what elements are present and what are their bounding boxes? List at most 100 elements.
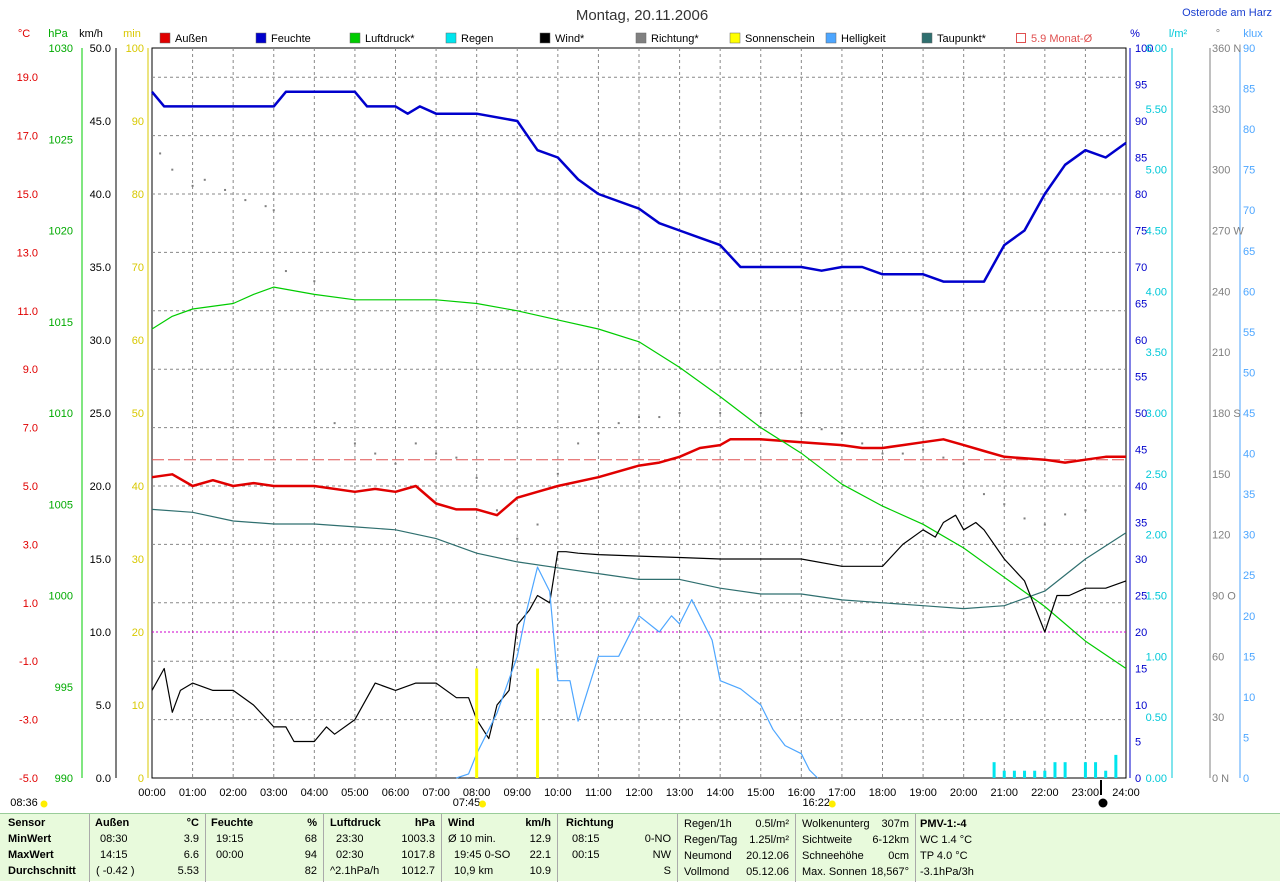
stats-luftdruck: Luftdruck hPa 23:30 1003.3 02:30 1017.8 …	[324, 814, 442, 882]
moon-time-label: 08:36	[10, 797, 38, 809]
temp-unit-label: °C	[18, 28, 30, 40]
legend-label: Helligkeit	[841, 33, 886, 45]
sunshine-bar	[475, 668, 479, 778]
lux-tick-label: 15	[1243, 651, 1255, 663]
legend-swatch	[921, 32, 933, 44]
legend-swatch	[1016, 33, 1026, 43]
direction-point	[962, 462, 965, 465]
rain-bar	[992, 762, 996, 778]
stats-richtung-header: Richtung	[566, 817, 614, 829]
direction-tick-label: 180 S	[1212, 408, 1241, 420]
wind-tick-label: 40.0	[90, 189, 111, 201]
stats-vollmond-value: 05.12.06	[746, 866, 789, 878]
lux-tick-label: 70	[1243, 205, 1255, 217]
humidity-tick-label: 80	[1135, 189, 1147, 201]
stats-aussen-avg-value: 5.53	[177, 865, 199, 877]
sun-events: 08:36 07:45 16:22	[10, 780, 1108, 809]
moon-marker	[40, 800, 48, 808]
direction-point	[881, 452, 884, 455]
direction-point	[374, 452, 377, 455]
time-tick-label: 18:00	[869, 787, 897, 799]
series-line-außen	[151, 438, 1126, 517]
stats-wolken-label: Wolkenunterg	[802, 818, 870, 830]
lux-tick-label: 0	[1243, 773, 1249, 785]
lux-tick-label: 30	[1243, 530, 1255, 542]
pressure-tick-label: 1025	[49, 134, 73, 146]
direction-point	[1023, 517, 1026, 520]
lux-tick-label: 5	[1243, 732, 1249, 744]
lux-tick-label: 85	[1243, 84, 1255, 96]
lux-tick-label: 65	[1243, 246, 1255, 258]
direction-point	[942, 456, 945, 459]
direction-point	[272, 209, 275, 212]
humidity-tick-label: 70	[1135, 262, 1147, 274]
time-tick-label: 15:00	[747, 787, 775, 799]
humidity-tick-label: 10	[1135, 700, 1147, 712]
direction-tick-label: 150	[1212, 469, 1230, 481]
sunset-marker	[828, 800, 836, 808]
humidity-tick-label: 55	[1135, 372, 1147, 384]
sunrise-marker	[479, 800, 487, 808]
direction-point	[313, 280, 316, 283]
direction-point	[475, 476, 478, 479]
direction-tick-label: 60	[1212, 651, 1224, 663]
rain-bar	[1053, 762, 1057, 778]
direction-point	[759, 412, 762, 414]
stats-neumond-value: 20.12.06	[746, 850, 789, 862]
stats-sensor-max: MaxWert	[8, 849, 54, 861]
humidity-tick-label: 20	[1135, 627, 1147, 639]
lux-tick-label: 40	[1243, 449, 1255, 461]
direction-point	[224, 188, 227, 191]
rain-tick-label: 4.00	[1146, 286, 1167, 298]
stats-feuchte: Feuchte % 19:15 68 00:00 94 82	[206, 814, 324, 882]
rain-tick-label: 4.50	[1146, 226, 1167, 238]
pressure-tick-label: 1005	[49, 499, 73, 511]
stats-wolken-value: 307m	[881, 818, 909, 830]
time-tick-label: 11:00	[585, 787, 612, 799]
stats-wind-avg10-value: 12.9	[529, 833, 551, 845]
time-tick-label: 19:00	[909, 787, 937, 799]
temp-tick-label: 13.0	[17, 247, 38, 259]
stats-luftdruck-max-value: 1017.8	[401, 849, 435, 861]
pressure-tick-label: 1030	[49, 43, 73, 55]
stats-pmv-tp: TP 4.0 °C	[920, 850, 968, 862]
direction-point	[394, 462, 397, 465]
stats-luftdruck-min-time: 23:30	[336, 833, 364, 845]
direction-point	[901, 452, 904, 455]
stats-aussen-unit: °C	[186, 817, 199, 829]
stats-wind-header: Wind	[448, 817, 475, 829]
temp-tick-label: 3.0	[23, 539, 38, 551]
humidity-tick-label: 60	[1135, 335, 1147, 347]
stats-wind: Wind km/h Ø 10 min. 12.9 19:45 0-SO 22.1…	[442, 814, 558, 882]
direction-tick-label: 210	[1212, 347, 1230, 359]
direction-point	[203, 178, 206, 181]
stats-feuchte-max-time: 00:00	[216, 849, 244, 861]
legend-swatch	[349, 32, 361, 44]
time-tick-label: 12:00	[625, 787, 653, 799]
rain-unit-label: l/m²	[1169, 28, 1188, 40]
stats-aussen-min-time: 08:30	[100, 833, 128, 845]
legend: Außen Feuchte Luftdruck* Regen Wind* Richtung…	[159, 32, 1093, 45]
humidity-tick-label: 85	[1135, 153, 1147, 165]
moon-phase-icon	[1098, 798, 1108, 808]
sun-tick-label: 20	[132, 627, 144, 639]
rain-tick-label: 0.50	[1146, 712, 1167, 724]
temp-tick-label: 1.0	[23, 598, 38, 610]
time-tick-label: 22:00	[1031, 787, 1059, 799]
stats-richtung-max-time: 00:15	[572, 849, 600, 861]
rain-bar	[1104, 770, 1108, 778]
stats-neumond-label: Neumond	[684, 850, 732, 862]
legend-swatch	[159, 32, 171, 44]
sun-tick-label: 10	[132, 700, 144, 712]
direction-tick-label: 270 W	[1212, 226, 1244, 238]
time-tick-label: 04:00	[301, 787, 329, 799]
stats-aussen-max-value: 6.6	[183, 849, 199, 861]
time-tick-label: 02:00	[219, 787, 247, 799]
legend-label: Wind*	[555, 33, 585, 45]
direction-point	[1064, 513, 1067, 516]
legend-label: Taupunkt*	[937, 33, 987, 45]
pressure-tick-label: 990	[55, 773, 73, 785]
stats-feuchte-unit: %	[307, 817, 317, 829]
pressure-tick-label: 1020	[49, 226, 73, 238]
legend-swatch	[825, 32, 837, 44]
